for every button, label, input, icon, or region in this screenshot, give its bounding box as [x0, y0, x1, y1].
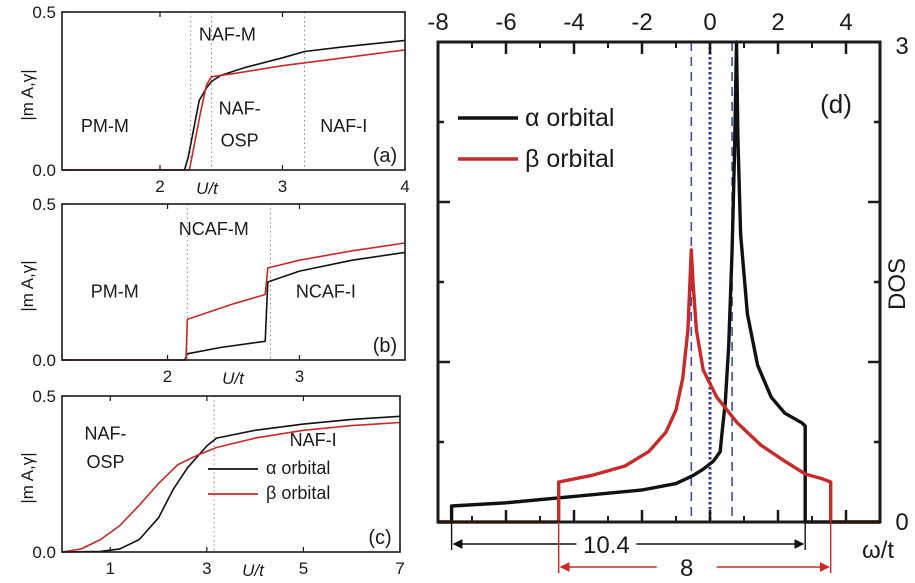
- x-tick-label-b-1: 3: [295, 367, 304, 386]
- x-tick-label-d-4: 0: [703, 9, 716, 36]
- plot-frame-b: [61, 203, 406, 361]
- x-axis-label-a: U/t: [196, 179, 219, 198]
- series-line-b-beta: [62, 242, 406, 361]
- x-axis-label-d: ω/t: [862, 537, 894, 564]
- y-tick-label-c-1: 0.5: [32, 387, 56, 406]
- x-tick-label-d-6: 4: [839, 9, 852, 36]
- x-tick-label-c-0: 1: [106, 559, 115, 578]
- series-line-b-alpha: [62, 251, 406, 361]
- x-tick-label-d-2: -4: [563, 9, 584, 36]
- series-line-d-alpha: [438, 40, 880, 524]
- legend-label-d-0: α orbital: [525, 104, 615, 132]
- phase-region-label-a-4: NAF-I: [320, 116, 367, 136]
- x-tick-label-a-0: 2: [155, 177, 164, 196]
- x-tick-label-c-1: 3: [202, 559, 211, 578]
- plot-frame-a: [61, 11, 406, 171]
- phase-region-label-c-2: NAF-I: [290, 430, 337, 450]
- series-line-a-beta: [62, 49, 406, 171]
- y-tick-label-a-0: 0.0: [32, 161, 56, 180]
- x-tick-label-c-3: 7: [395, 559, 404, 578]
- phase-region-label-a-0: PM-M: [81, 116, 129, 136]
- panel-label-b: (b): [373, 335, 397, 357]
- panel-label-c: (c): [368, 527, 391, 549]
- plot-frame-c: [61, 395, 401, 553]
- x-tick-label-d-0: -8: [427, 9, 448, 36]
- series-line-c-beta: [61, 421, 401, 553]
- legend-label-c-0: α orbital: [266, 458, 330, 478]
- series-line-a-alpha: [62, 39, 406, 171]
- phase-region-label-a-2: NAF-: [219, 99, 261, 119]
- y-tick-label-d-0: 0: [895, 509, 908, 536]
- legend-label-c-1: β orbital: [266, 483, 330, 503]
- x-axis-label-b: U/t: [222, 369, 245, 388]
- x-tick-label-b-0: 2: [163, 367, 172, 386]
- x-tick-label-c-2: 5: [299, 559, 308, 578]
- y-tick-label-d-1: 3: [895, 33, 908, 60]
- y-tick-label-a-1: 0.5: [32, 3, 56, 22]
- x-tick-label-d-1: -6: [495, 9, 516, 36]
- y-tick-label-b-1: 0.5: [32, 195, 56, 214]
- phase-region-label-a-3: OSP: [221, 130, 259, 150]
- y-axis-label-c: |m A,γ|: [18, 452, 37, 503]
- y-axis-label-d: DOS: [884, 258, 911, 310]
- y-axis-label-a: |m A,γ|: [18, 69, 37, 120]
- series-line-d-beta: [438, 248, 880, 524]
- phase-region-label-b-2: NCAF-I: [296, 282, 356, 302]
- panel-label-a: (a): [373, 145, 397, 167]
- legend-label-d-1: β orbital: [525, 145, 614, 173]
- bandwidth-label-bg-0: [576, 530, 637, 556]
- x-tick-label-a-2: 4: [400, 177, 409, 196]
- bandwidth-label-bg-1: [656, 553, 717, 579]
- y-axis-label-b: |m A,γ|: [18, 260, 37, 311]
- x-tick-label-d-3: -2: [631, 9, 652, 36]
- x-tick-label-a-1: 3: [278, 177, 287, 196]
- phase-region-label-b-0: NCAF-M: [179, 219, 249, 239]
- plot-frame-d: [436, 40, 882, 524]
- phase-region-label-a-1: NAF-M: [199, 24, 256, 44]
- y-tick-label-c-0: 0.0: [32, 543, 56, 562]
- bandwidth-label-0: 10.4: [583, 532, 630, 559]
- phase-region-label-c-1: OSP: [86, 452, 124, 472]
- x-tick-label-d-5: 2: [771, 9, 784, 36]
- bandwidth-label-1: 8: [680, 555, 693, 582]
- x-axis-label-c: U/t: [242, 561, 265, 580]
- y-tick-label-b-0: 0.0: [32, 351, 56, 370]
- series-line-c-alpha: [61, 415, 401, 553]
- phase-region-label-b-1: PM-M: [91, 282, 139, 302]
- panel-label-d: (d): [820, 89, 852, 119]
- phase-region-label-c-0: NAF-: [84, 424, 126, 444]
